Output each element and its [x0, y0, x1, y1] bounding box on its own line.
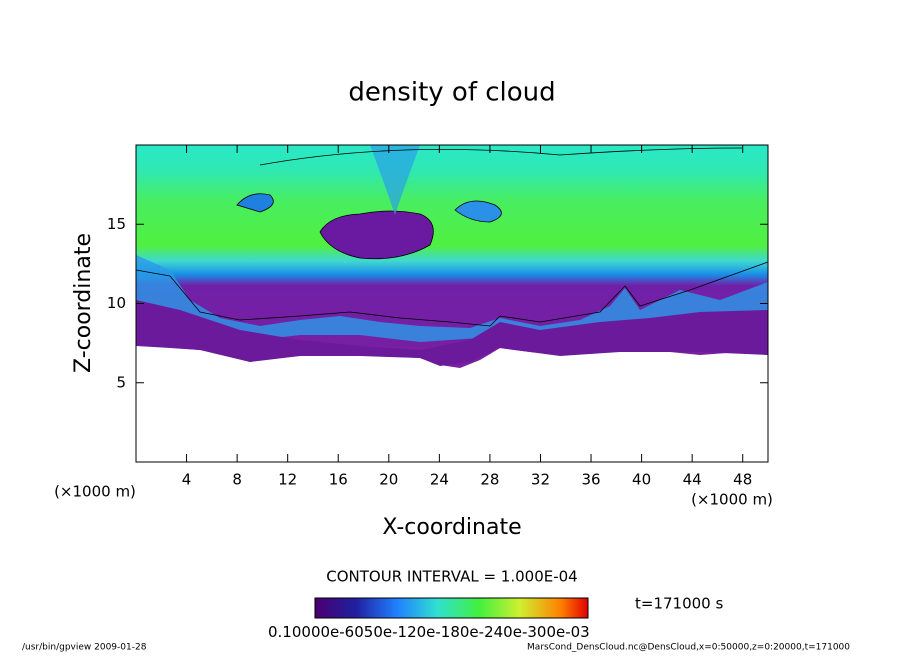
colorbar-label: 4 [494, 623, 504, 641]
colorbar-label: 0e-3 [503, 623, 537, 641]
colorbar-label: 0e-1 [417, 623, 451, 641]
chart-title: density of cloud [348, 78, 555, 108]
y-tick-label: 10 [107, 294, 126, 312]
x-axis-label: X-coordinate [382, 515, 521, 540]
colorbar-labels: 0.10000e-6050e-120e-180e-240e-300e-03 [268, 623, 590, 641]
x-tick-label: 40 [632, 471, 651, 489]
x-tick-label: 4 [182, 471, 192, 489]
colorbar-label: 05 [354, 623, 373, 641]
y-tick-label: 5 [116, 373, 126, 391]
x-tick-label: 24 [430, 471, 449, 489]
field [135, 145, 769, 368]
colorbar-label: 8 [450, 623, 460, 641]
unit-label: (×1000 m) [691, 491, 773, 509]
y-tick-label: 15 [107, 215, 126, 233]
colorbar-label: 0 [537, 623, 547, 641]
colorbar-label: 0.10000e-6050e-120e-180e-240e-300e-03 [268, 623, 590, 641]
colorbar-label: 2 [407, 623, 417, 641]
colorbar-label: 0e-2 [460, 623, 494, 641]
footer-left: /usr/bin/gpview 2009-01-28 [22, 643, 147, 653]
colorbar [314, 597, 589, 619]
colorbar-label: 0e-03 [546, 623, 589, 641]
colorbar-label: 0e-1 [373, 623, 407, 641]
contour-interval: CONTOUR INTERVAL = 1.000E-04 [326, 568, 577, 586]
x-tick-label: 16 [329, 471, 348, 489]
x-tick-label: 32 [531, 471, 550, 489]
x-tick-label: 20 [379, 471, 398, 489]
x-tick-label: 48 [733, 471, 752, 489]
time-label: t=171000 s [635, 595, 723, 613]
colorbar-label: 0.1000 [268, 623, 321, 641]
x-tick-label: 8 [232, 471, 242, 489]
colorbar-label: 0e-6 [321, 623, 355, 641]
footer-right: MarsCond_DensCloud.nc@DensCloud,x=0:5000… [527, 643, 850, 653]
y-axis-label: Z-coordinate [71, 233, 96, 373]
x-tick-label: 28 [480, 471, 499, 489]
unit-label: (×1000 m) [54, 483, 136, 501]
x-tick-label: 44 [683, 471, 702, 489]
x-tick-label: 36 [581, 471, 600, 489]
x-tick-label: 12 [278, 471, 297, 489]
